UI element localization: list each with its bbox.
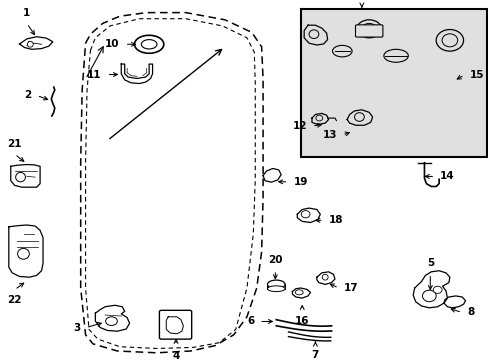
Polygon shape	[11, 165, 40, 187]
Ellipse shape	[322, 274, 327, 280]
Polygon shape	[20, 37, 53, 49]
Text: 15: 15	[468, 70, 483, 80]
Text: 7: 7	[311, 350, 319, 360]
Text: 22: 22	[7, 295, 22, 305]
Text: 13: 13	[322, 130, 337, 140]
Ellipse shape	[315, 115, 322, 121]
Text: 3: 3	[73, 323, 81, 333]
Polygon shape	[297, 208, 320, 222]
Polygon shape	[95, 305, 129, 331]
Polygon shape	[263, 168, 281, 182]
Text: 11: 11	[87, 69, 102, 80]
Text: 5: 5	[426, 258, 433, 268]
Ellipse shape	[27, 41, 33, 47]
Text: 8: 8	[466, 307, 473, 318]
Text: 21: 21	[7, 139, 22, 149]
Polygon shape	[292, 288, 310, 298]
Text: 19: 19	[293, 177, 307, 187]
Bar	[300, 9, 486, 157]
Ellipse shape	[356, 20, 381, 38]
Polygon shape	[9, 225, 43, 277]
Text: 12: 12	[292, 121, 306, 131]
Text: 6: 6	[246, 316, 254, 327]
Text: 2: 2	[24, 90, 32, 100]
Text: 10: 10	[105, 39, 120, 49]
Ellipse shape	[432, 286, 441, 293]
Polygon shape	[304, 25, 327, 45]
Ellipse shape	[141, 40, 157, 49]
Ellipse shape	[422, 290, 435, 302]
Text: 17: 17	[343, 283, 358, 293]
Text: 16: 16	[294, 316, 309, 326]
Ellipse shape	[134, 35, 163, 53]
Polygon shape	[412, 271, 449, 308]
Ellipse shape	[105, 317, 117, 325]
Ellipse shape	[301, 211, 309, 218]
Polygon shape	[316, 272, 334, 284]
Text: 1: 1	[23, 8, 30, 18]
Polygon shape	[311, 113, 328, 125]
Text: 18: 18	[328, 215, 343, 225]
Ellipse shape	[267, 286, 285, 292]
Ellipse shape	[295, 290, 303, 295]
Text: 14: 14	[439, 171, 454, 181]
FancyBboxPatch shape	[355, 25, 382, 37]
Ellipse shape	[18, 248, 29, 259]
Ellipse shape	[435, 30, 463, 51]
Ellipse shape	[16, 172, 25, 182]
Ellipse shape	[441, 34, 457, 47]
Ellipse shape	[383, 49, 407, 62]
Ellipse shape	[308, 30, 318, 39]
Text: 20: 20	[267, 255, 282, 265]
Ellipse shape	[354, 113, 364, 121]
Polygon shape	[443, 296, 465, 308]
Polygon shape	[346, 110, 372, 125]
Polygon shape	[166, 317, 183, 334]
Ellipse shape	[267, 280, 285, 289]
Ellipse shape	[332, 45, 351, 57]
Ellipse shape	[361, 23, 376, 34]
Text: 4: 4	[172, 351, 180, 360]
FancyBboxPatch shape	[159, 310, 191, 339]
Polygon shape	[121, 64, 152, 84]
